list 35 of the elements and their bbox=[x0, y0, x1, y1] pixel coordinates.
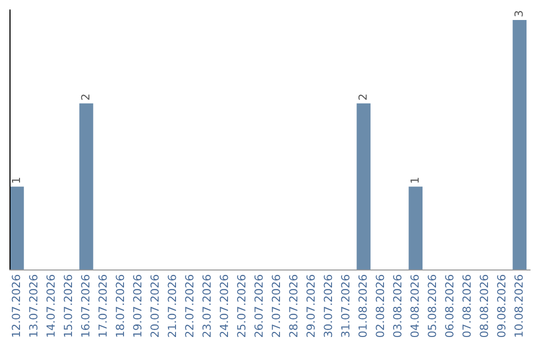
x-tick-label: 16.07.2026 bbox=[81, 274, 90, 337]
x-tick-label: 24.07.2026 bbox=[220, 274, 228, 337]
x-tick-label: 19.07.2026 bbox=[133, 274, 142, 337]
x-tick-label: 05.08.2026 bbox=[428, 274, 436, 338]
x-tick-label: 04.08.2026 bbox=[410, 274, 419, 338]
x-tick-label: 07.08.2026 bbox=[462, 274, 471, 338]
x-tick-label: 03.08.2026 bbox=[393, 274, 402, 338]
data-label: 1 bbox=[12, 178, 20, 183]
x-tick-label: 17.07.2026 bbox=[98, 274, 107, 337]
x-tick-label: 30.07.2026 bbox=[324, 274, 332, 337]
x-tick-label: 09.08.2026 bbox=[497, 274, 506, 338]
x-tick-label: 13.07.2026 bbox=[29, 274, 38, 337]
x-tick-label: 29.07.2026 bbox=[306, 274, 315, 337]
x-tick-label: 28.07.2026 bbox=[289, 274, 298, 337]
x-tick-label: 23.07.2026 bbox=[202, 274, 211, 337]
x-tick-label: 12.07.2026 bbox=[12, 274, 20, 337]
x-tick-label: 06.08.2026 bbox=[445, 274, 454, 338]
x-tick-label: 27.07.2026 bbox=[272, 274, 280, 337]
data-label: 2 bbox=[358, 94, 367, 100]
x-tick-label: 02.08.2026 bbox=[376, 274, 384, 338]
x-tick-label: 18.07.2026 bbox=[116, 274, 124, 337]
x-tick-label: 20.07.2026 bbox=[150, 274, 159, 337]
x-tick-label: 31.07.2026 bbox=[341, 274, 350, 337]
x-tick-label: 01.08.2026 bbox=[358, 274, 367, 338]
x-tick-label: 26.07.2026 bbox=[254, 274, 263, 337]
data-label: 2 bbox=[81, 94, 90, 100]
x-tick-label: 21.07.2026 bbox=[168, 274, 176, 337]
x-tick-label: 25.07.2026 bbox=[237, 274, 246, 337]
x-tick-label: 10.08.2026 bbox=[514, 274, 523, 337]
x-tick-label: 08.08.2026 bbox=[480, 274, 488, 338]
data-label: 1 bbox=[410, 178, 419, 183]
data-label: 3 bbox=[514, 11, 523, 16]
x-tick-label: 15.07.2026 bbox=[64, 274, 72, 337]
x-tick-label: 14.07.2026 bbox=[46, 274, 55, 337]
x-tick-label: 22.07.2026 bbox=[185, 274, 194, 337]
